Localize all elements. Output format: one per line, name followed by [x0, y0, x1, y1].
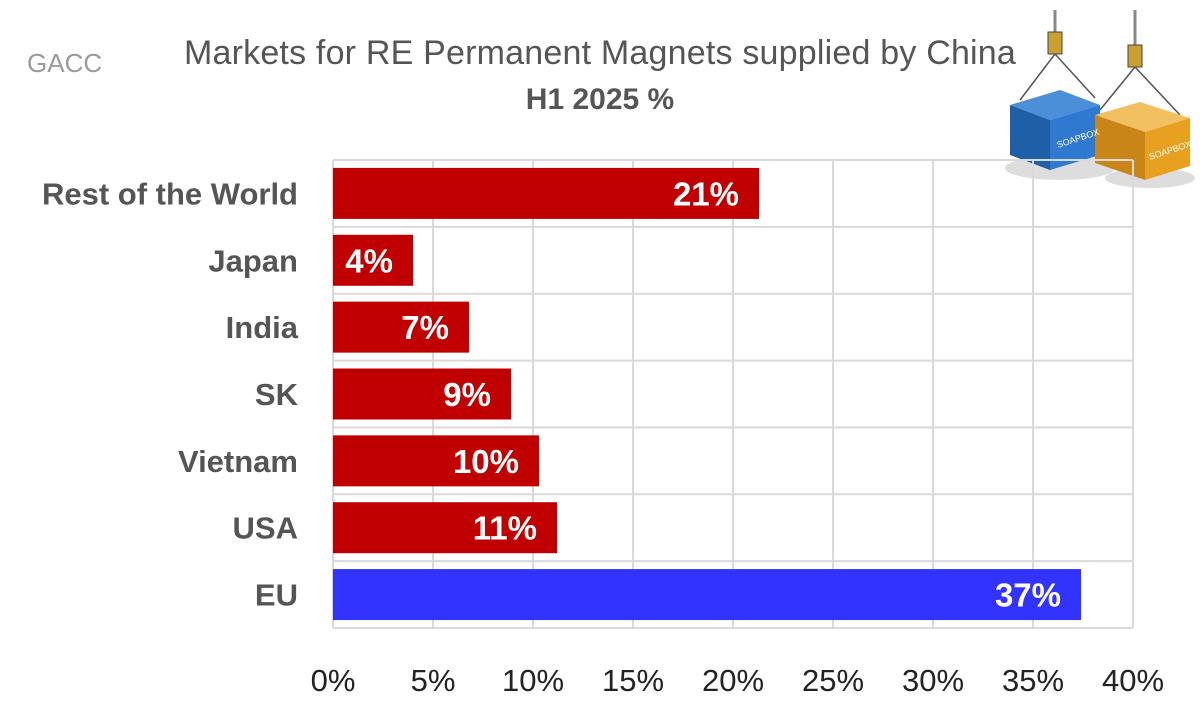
x-tick-label: 25% [802, 663, 864, 698]
category-label: EU [255, 578, 298, 613]
x-tick-label: 15% [602, 663, 664, 698]
x-tick-label: 0% [311, 663, 356, 698]
category-label: Vietnam [178, 444, 298, 479]
chart-title: Markets for RE Permanent Magnets supplie… [183, 34, 1017, 72]
x-tick-label: 35% [1002, 663, 1064, 698]
x-tick-label: 10% [502, 663, 564, 698]
category-label: India [226, 310, 299, 345]
data-label: 21% [673, 175, 739, 212]
bar [333, 502, 557, 554]
bar [333, 569, 1081, 621]
source-label: GACC [27, 48, 103, 78]
soapbox-logo: SOAPBOX SOAPBOX [1005, 10, 1195, 188]
category-label: USA [233, 511, 298, 546]
chart-title-block: Markets for RE Permanent Magnets supplie… [0, 34, 1200, 117]
category-label: Japan [208, 243, 298, 278]
x-tick-label: 20% [702, 663, 764, 698]
chart-subtitle: H1 2025 % [525, 83, 675, 116]
data-label: 4% [345, 242, 393, 279]
data-label: 11% [473, 510, 537, 547]
data-label: 10% [453, 443, 519, 480]
x-tick-label: 30% [902, 663, 964, 698]
bar [333, 368, 511, 420]
category-label: SK [255, 377, 299, 412]
data-label: 7% [401, 309, 449, 346]
data-label: 9% [443, 376, 491, 413]
bar [333, 234, 413, 286]
x-tick-label: 5% [411, 663, 456, 698]
data-label: 37% [995, 577, 1061, 614]
category-label: Rest of the World [42, 176, 298, 211]
bar [333, 435, 539, 487]
x-tick-label: 40% [1102, 663, 1164, 698]
bar [333, 301, 469, 353]
bar [333, 167, 759, 219]
